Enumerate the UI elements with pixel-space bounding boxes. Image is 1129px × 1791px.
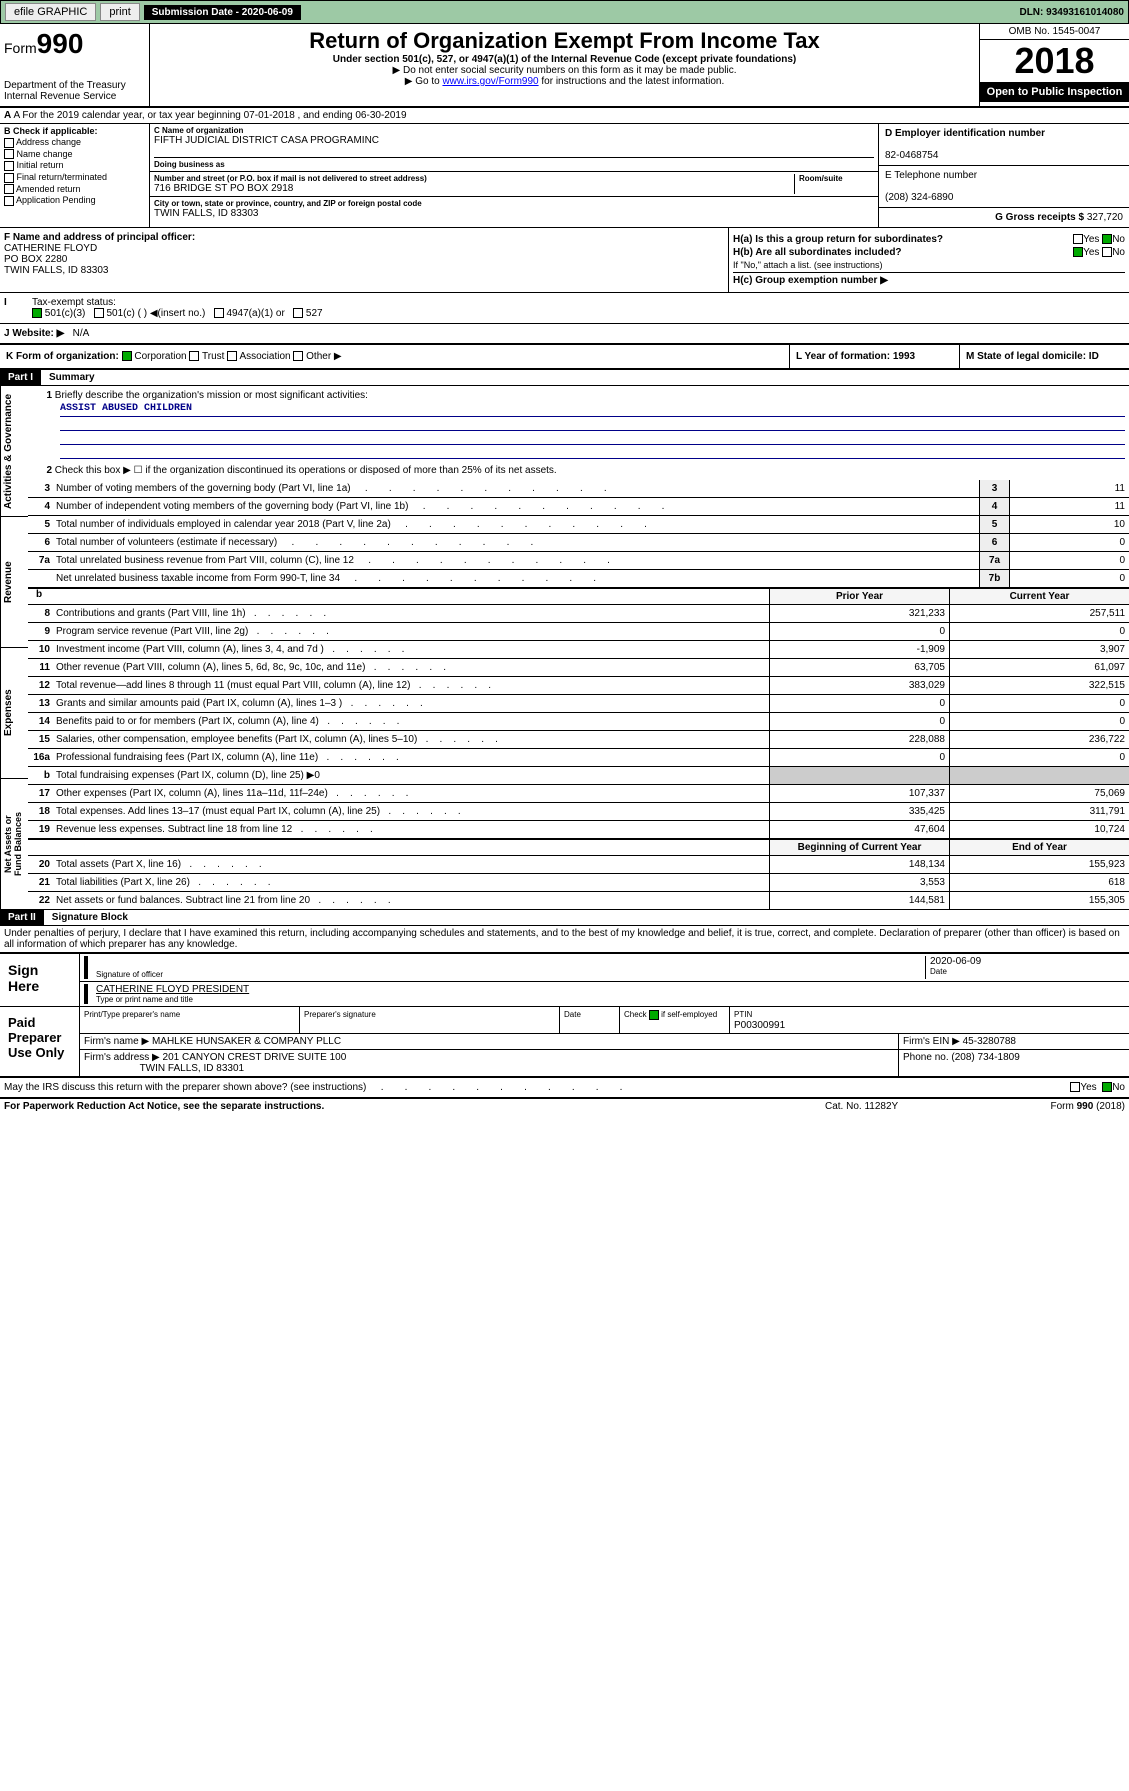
irs-link[interactable]: www.irs.gov/Form990: [442, 76, 538, 87]
dept-label: Department of the Treasury Internal Reve…: [4, 80, 145, 102]
org-city: TWIN FALLS, ID 83303: [154, 208, 874, 219]
summary-line: 3Number of voting members of the governi…: [28, 480, 1129, 498]
row-a-tax-year: A A For the 2019 calendar year, or tax y…: [0, 108, 1129, 124]
financial-line: 13Grants and similar amounts paid (Part …: [28, 695, 1129, 713]
form-title: Return of Organization Exempt From Incom…: [154, 28, 975, 54]
top-toolbar: efile GRAPHIC print Submission Date - 20…: [0, 0, 1129, 24]
summary-line: 7aTotal unrelated business revenue from …: [28, 552, 1129, 570]
form-number: Form990: [4, 28, 145, 60]
section-f-h: F Name and address of principal officer:…: [0, 228, 1129, 293]
financial-line: 14Benefits paid to or for members (Part …: [28, 713, 1129, 731]
part-1-header: Part I Summary: [0, 370, 1129, 386]
row-j-website: J Website: ▶ N/A: [0, 324, 1129, 345]
section-b-through-g: B Check if applicable: Address change Na…: [0, 124, 1129, 228]
part-1-body: Net Assets or Fund Balances Expenses Rev…: [0, 386, 1129, 910]
omb-number: OMB No. 1545-0047: [980, 24, 1129, 40]
officer-name: CATHERINE FLOYD: [4, 243, 97, 254]
perjury-text: Under penalties of perjury, I declare th…: [0, 926, 1129, 952]
subtitle-3: ▶ Go to www.irs.gov/Form990 for instruct…: [154, 76, 975, 87]
discuss-row: May the IRS discuss this return with the…: [0, 1077, 1129, 1097]
footer: For Paperwork Reduction Act Notice, see …: [0, 1097, 1129, 1114]
form-header: Form990 Department of the Treasury Inter…: [0, 24, 1129, 108]
financial-line: 10Investment income (Part VIII, column (…: [28, 641, 1129, 659]
sign-here-section: Sign Here Signature of officer 2020-06-0…: [0, 952, 1129, 1077]
mission-text: ASSIST ABUSED CHILDREN: [28, 401, 1129, 461]
summary-line: 4Number of independent voting members of…: [28, 498, 1129, 516]
financial-line: 19Revenue less expenses. Subtract line 1…: [28, 821, 1129, 839]
row-k-form-org: K Form of organization: Corporation Trus…: [0, 345, 1129, 370]
financial-line: 21Total liabilities (Part X, line 26)3,5…: [28, 874, 1129, 892]
financial-line: 11Other revenue (Part VIII, column (A), …: [28, 659, 1129, 677]
financial-line: 22Net assets or fund balances. Subtract …: [28, 892, 1129, 910]
row-i-tax-status: I Tax-exempt status: 501(c)(3) 501(c) ( …: [0, 293, 1129, 324]
summary-line: Net unrelated business taxable income fr…: [28, 570, 1129, 588]
gross-receipts: 327,720: [1087, 212, 1123, 223]
efile-button[interactable]: efile GRAPHIC: [5, 3, 96, 21]
open-inspection: Open to Public Inspection: [980, 82, 1129, 102]
dln-label: DLN: 93493161014080: [1019, 7, 1124, 18]
print-button[interactable]: print: [100, 3, 139, 21]
financial-line: 9Program service revenue (Part VIII, lin…: [28, 623, 1129, 641]
financial-line: 8Contributions and grants (Part VIII, li…: [28, 605, 1129, 623]
financial-line: 16aProfessional fundraising fees (Part I…: [28, 749, 1129, 767]
org-address: 716 BRIDGE ST PO BOX 2918: [154, 183, 794, 194]
summary-line: 6Total number of volunteers (estimate if…: [28, 534, 1129, 552]
financial-line: 18Total expenses. Add lines 13–17 (must …: [28, 803, 1129, 821]
sidebar-exp: Expenses: [1, 648, 28, 779]
ein: 82-0468754: [885, 150, 938, 161]
sidebar-rev: Revenue: [1, 517, 28, 648]
financial-line: bTotal fundraising expenses (Part IX, co…: [28, 767, 1129, 785]
subtitle-2: ▶ Do not enter social security numbers o…: [154, 65, 975, 76]
financial-line: 17Other expenses (Part IX, column (A), l…: [28, 785, 1129, 803]
col-d-e-g: D Employer identification number 82-0468…: [879, 124, 1129, 227]
col-b-checkboxes: B Check if applicable: Address change Na…: [0, 124, 150, 227]
sidebar-gov: Activities & Governance: [1, 386, 28, 517]
submission-date: Submission Date - 2020-06-09: [144, 5, 301, 20]
org-name: FIFTH JUDICIAL DISTRICT CASA PROGRAMINC: [154, 135, 874, 146]
financial-line: 20Total assets (Part X, line 16)148,1341…: [28, 856, 1129, 874]
financial-line: 15Salaries, other compensation, employee…: [28, 731, 1129, 749]
tax-year: 2018: [980, 40, 1129, 82]
sidebar-net: Net Assets or Fund Balances: [1, 779, 28, 910]
summary-line: 5Total number of individuals employed in…: [28, 516, 1129, 534]
phone: (208) 324-6890: [885, 192, 953, 203]
part-2-header: Part II Signature Block: [0, 910, 1129, 926]
col-c-org-info: C Name of organization FIFTH JUDICIAL DI…: [150, 124, 879, 227]
financial-line: 12Total revenue—add lines 8 through 11 (…: [28, 677, 1129, 695]
subtitle-1: Under section 501(c), 527, or 4947(a)(1)…: [154, 54, 975, 65]
